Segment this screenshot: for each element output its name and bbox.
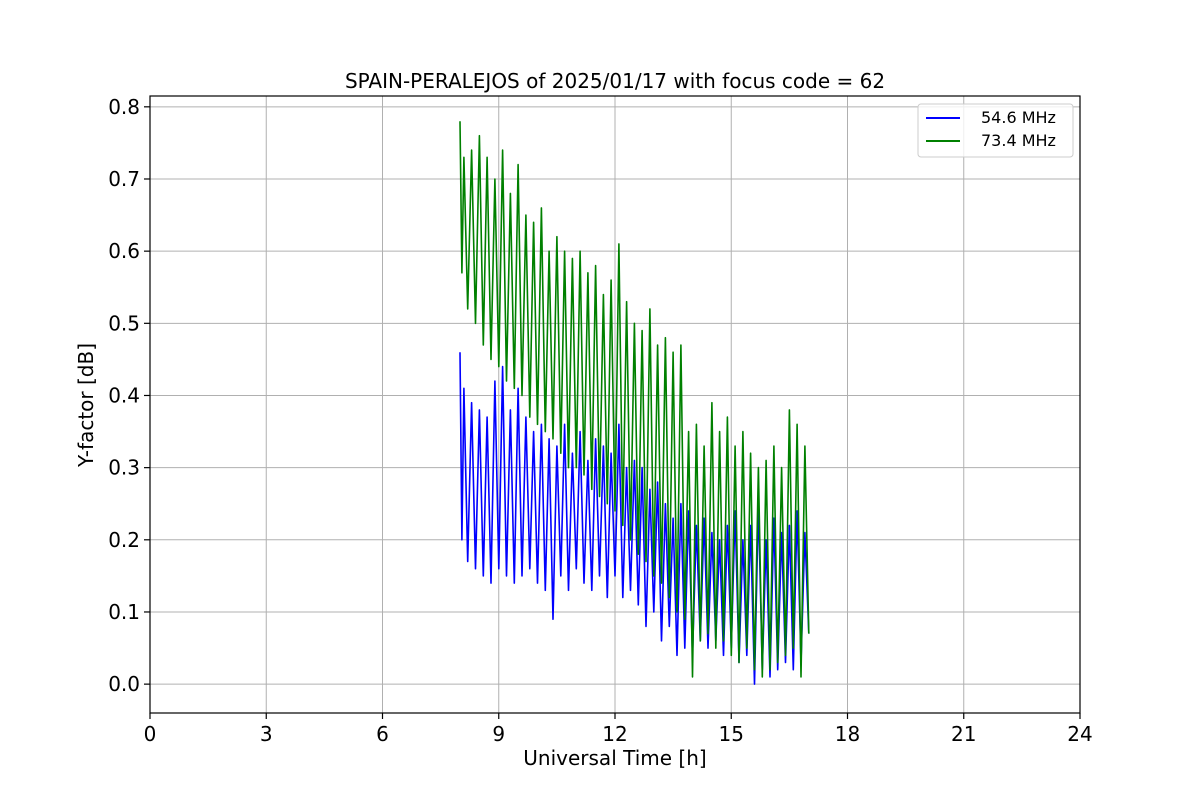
plot-series <box>459 121 810 685</box>
x-tick-label: 12 <box>602 722 627 746</box>
x-tick-label: 9 <box>492 722 505 746</box>
axis-ticks: 0 3 6 9 12 15 18 21 24 0.0 0.1 0.2 0.3 0.4 0.5 0.6 0.7 0.… <box>108 95 1093 746</box>
y-tick-label: 0.1 <box>108 600 140 624</box>
x-axis-label: Universal Time [h] <box>523 746 706 770</box>
legend: 54.6 MHz 73.4 MHz <box>917 103 1074 158</box>
x-tick-label: 15 <box>719 722 744 746</box>
y-tick-label: 0.5 <box>108 311 140 335</box>
y-tick-label: 0.0 <box>108 672 140 696</box>
legend-label-73-4-mhz: 73.4 MHz <box>981 131 1056 150</box>
y-tick-label: 0.3 <box>108 456 140 480</box>
series-line-54-6-mhz <box>459 352 810 685</box>
x-tick-label: 0 <box>144 722 157 746</box>
x-tick-label: 3 <box>260 722 273 746</box>
x-tick-label: 18 <box>835 722 860 746</box>
y-tick-label: 0.7 <box>108 167 140 191</box>
y-axis-label: Y-factor [dB] <box>74 343 98 468</box>
x-tick-label: 24 <box>1067 722 1092 746</box>
legend-label-54-6-mhz: 54.6 MHz <box>981 108 1056 127</box>
y-tick-label: 0.4 <box>108 383 140 407</box>
series-line-73-4-mhz <box>459 121 810 678</box>
chart-title: SPAIN-PERALEJOS of 2025/01/17 with focus… <box>345 69 885 93</box>
y-tick-label: 0.2 <box>108 528 140 552</box>
y-tick-label: 0.6 <box>108 239 140 263</box>
x-tick-label: 6 <box>376 722 389 746</box>
x-tick-label: 21 <box>951 722 976 746</box>
y-tick-label: 0.8 <box>108 95 140 119</box>
